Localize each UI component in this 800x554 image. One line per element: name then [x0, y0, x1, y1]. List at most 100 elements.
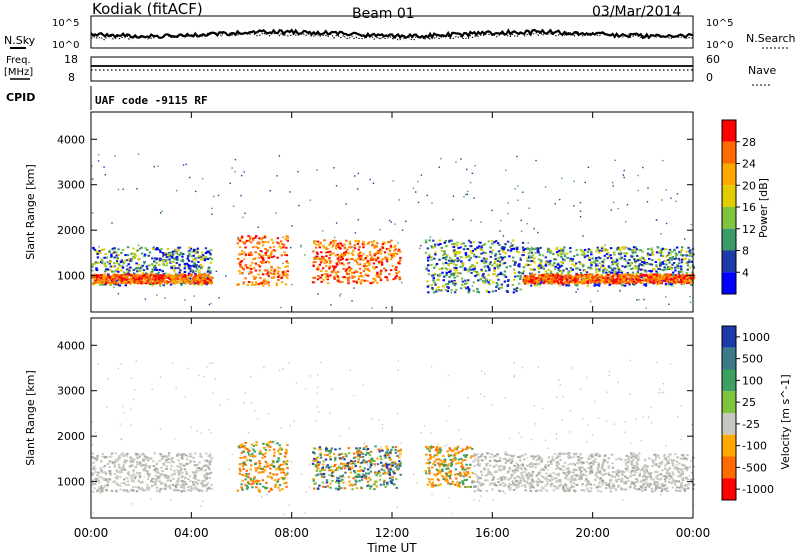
velocity-echo-cell	[274, 483, 278, 486]
velocity-scatter-point	[120, 482, 122, 485]
power-echo-cell	[556, 273, 559, 276]
power-echo-cell	[202, 254, 205, 257]
power-echo-cell	[522, 279, 526, 282]
nsky-tick-top: 10^5	[52, 18, 79, 29]
power-echo-cell	[373, 277, 376, 280]
velocity-echo-cell	[253, 476, 256, 479]
velocity-echo-cell	[190, 489, 193, 492]
power-echo-cell	[455, 264, 458, 267]
power-echo-cell	[608, 283, 611, 286]
power-echo-cell	[164, 252, 167, 255]
power-echo-cell	[659, 263, 662, 266]
power-echo-cell	[326, 277, 330, 280]
power-echo-cell	[679, 251, 683, 254]
velocity-echo-cell	[123, 482, 126, 485]
velocity-echo-cell	[119, 485, 122, 488]
power-echo-cell	[670, 267, 673, 270]
power-echo-cell	[201, 276, 205, 279]
power-echo-cell	[484, 279, 488, 282]
velocity-scatter-point	[555, 433, 558, 435]
power-echo-cell	[448, 280, 451, 283]
power-echo-cell	[658, 282, 661, 285]
power-echo-cell	[671, 284, 674, 287]
power-echo-cell	[608, 270, 611, 273]
velocity-echo-cell	[255, 441, 258, 444]
velocity-scatter-point	[416, 482, 418, 484]
power-scatter-point	[473, 197, 475, 199]
power-scatter-point	[544, 186, 547, 188]
power-echo-cell	[186, 277, 189, 280]
power-echo-cell	[171, 275, 175, 278]
velocity-echo-cell	[247, 453, 251, 456]
velocity-scatter-point	[169, 499, 172, 501]
power-echo-cell	[683, 280, 686, 283]
velocity-scatter-point	[508, 437, 511, 440]
power-scatter-point	[582, 235, 584, 237]
power-echo-cell	[617, 268, 620, 271]
power-echo-cell	[113, 262, 116, 265]
power-echo-cell	[441, 257, 445, 260]
power-scatter-point	[392, 180, 394, 182]
velocity-echo-cell	[278, 489, 282, 492]
power-echo-cell	[540, 274, 544, 277]
power-echo-cell	[126, 246, 130, 249]
power-echo-cell	[539, 260, 543, 263]
velocity-echo-cell	[154, 474, 158, 477]
power-echo-cell	[398, 276, 401, 279]
velocity-echo-cell	[130, 474, 133, 477]
power-echo-cell	[607, 277, 610, 280]
power-echo-cell	[170, 251, 173, 254]
power-echo-cell	[319, 276, 322, 279]
velocity-echo-cell	[172, 477, 175, 480]
power-echo-cell	[174, 272, 178, 275]
freq-label: Freq.	[6, 55, 31, 66]
velocity-scatter-point	[97, 363, 99, 365]
power-echo-cell	[151, 269, 154, 272]
power-echo-cell	[533, 268, 536, 271]
power-echo-cell	[527, 252, 531, 255]
power-echo-cell	[347, 273, 350, 276]
power-scatter-point	[622, 174, 625, 176]
power-echo-cell	[613, 273, 617, 276]
velocity-scatter-point	[569, 410, 572, 412]
velocity-echo-cell	[264, 486, 267, 489]
power-echo-cell	[519, 278, 522, 281]
velocity-echo-cell	[183, 480, 187, 483]
velocity-scatter-point	[656, 361, 658, 364]
power-echo-cell	[282, 246, 285, 249]
power-echo-cell	[203, 258, 207, 261]
power-echo-cell	[553, 262, 556, 265]
power-echo-cell	[256, 242, 260, 245]
power-echo-cell	[510, 244, 513, 247]
power-echo-cell	[601, 279, 605, 282]
power-echo-cell	[267, 270, 270, 273]
power-echo-cell	[462, 242, 465, 245]
velocity-scatter-point	[688, 475, 691, 477]
power-echo-cell	[259, 276, 262, 279]
velocity-echo-cell	[186, 462, 189, 465]
power-echo-cell	[569, 270, 572, 273]
power-echo-cell	[209, 271, 212, 274]
velocity-echo-cell	[245, 469, 248, 472]
power-scatter-point	[322, 230, 324, 232]
power-echo-cell	[117, 263, 121, 266]
power-echo-cell	[453, 291, 457, 294]
power-echo-cell	[264, 240, 267, 243]
velocity-echo-cell	[376, 472, 380, 475]
power-echo-cell	[367, 241, 370, 244]
power-echo-cell	[132, 280, 136, 283]
power-echo-cell	[531, 248, 534, 251]
power-echo-cell	[591, 261, 594, 264]
power-echo-cell	[509, 265, 512, 268]
power-scatter-point	[471, 285, 474, 287]
power-echo-cell	[368, 263, 371, 266]
power-echo-cell	[251, 281, 254, 284]
power-echo-cell	[364, 257, 367, 260]
power-echo-cell	[622, 273, 626, 276]
velocity-echo-cell	[177, 477, 180, 480]
velocity-echo-cell	[131, 486, 135, 489]
power-echo-cell	[617, 281, 620, 284]
power-echo-cell	[188, 267, 191, 270]
power-echo-cell	[264, 283, 267, 286]
velocity-echo-cell	[143, 455, 147, 458]
